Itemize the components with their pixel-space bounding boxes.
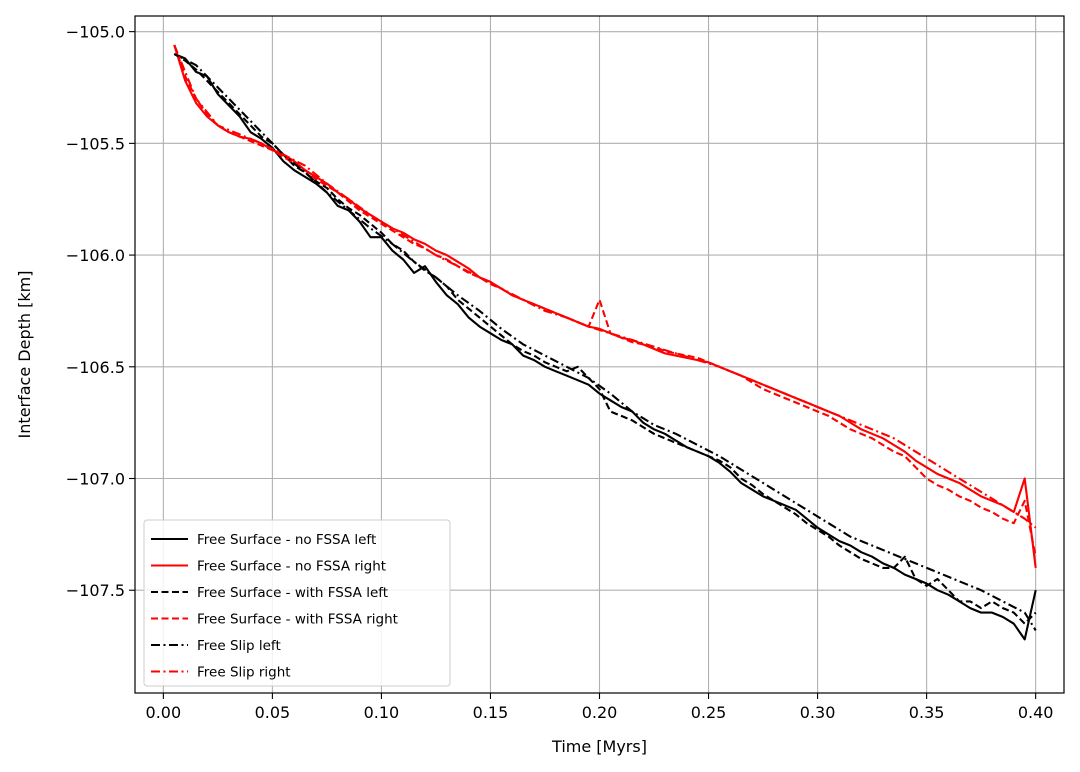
x-tick-label: 0.40 [1018, 703, 1054, 722]
legend-label: Free Surface - with FSSA left [197, 585, 388, 601]
series-line [173, 44, 1037, 569]
legend-label: Free Slip left [197, 638, 281, 654]
series-line [173, 44, 1037, 557]
x-tick-label: 0.35 [909, 703, 945, 722]
y-axis-label: Interface Depth [km] [15, 271, 34, 439]
series-line [173, 53, 1037, 631]
x-tick-label: 0.15 [473, 703, 509, 722]
y-tick-label: −107.0 [66, 470, 125, 489]
legend-label: Free Surface - no FSSA left [197, 532, 376, 548]
y-tick-label: −105.5 [66, 134, 125, 153]
legend-label: Free Surface - with FSSA right [197, 612, 398, 628]
y-tick-label: −106.5 [66, 358, 125, 377]
y-tick-label: −105.0 [66, 23, 125, 42]
legend-label: Free Surface - no FSSA right [197, 559, 386, 575]
series-line [173, 44, 1037, 529]
x-tick-label: 0.30 [800, 703, 836, 722]
legend-box [143, 519, 451, 687]
series-lines [173, 44, 1037, 641]
axis-ticks: 0.00 0.05 0.10 0.15 0.20 0.25 0.30 0.35 0.40 −105… [66, 23, 1054, 722]
legend-label: Free Slip right [197, 665, 291, 681]
series-line [173, 53, 1037, 641]
y-tick-label: −107.5 [66, 581, 125, 600]
x-tick-label: 0.25 [691, 703, 727, 722]
y-tick-label: −106.0 [66, 246, 125, 265]
grid [135, 16, 1064, 693]
x-tick-label: 0.10 [364, 703, 400, 722]
x-axis-label: Time [Myrs] [551, 737, 647, 756]
legend: Free Surface - no FSSA left Free Surface … [143, 519, 451, 687]
x-tick-label: 0.00 [146, 703, 182, 722]
x-tick-label: 0.20 [582, 703, 618, 722]
x-tick-label: 0.05 [255, 703, 291, 722]
series-line [173, 53, 1037, 625]
